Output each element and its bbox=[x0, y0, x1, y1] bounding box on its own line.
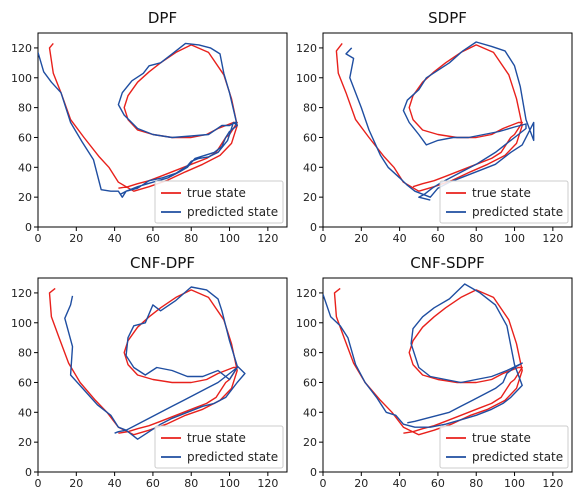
y-tick-label: 40 bbox=[303, 161, 317, 174]
series-line-true-state bbox=[333, 287, 523, 436]
y-tick-label: 0 bbox=[25, 221, 32, 234]
legend-label-predicted-state: predicted state bbox=[187, 205, 278, 219]
x-tick-label: 0 bbox=[35, 477, 42, 490]
legend-box bbox=[154, 425, 284, 469]
x-tick-label: 0 bbox=[320, 232, 327, 245]
legend-label-true-state: true state bbox=[187, 186, 246, 200]
x-tick-label: 120 bbox=[542, 232, 563, 245]
chart-title: CNF-SDPF bbox=[410, 254, 484, 272]
x-tick-label: 80 bbox=[469, 477, 483, 490]
y-tick-label: 20 bbox=[303, 436, 317, 449]
series-line-predicted-state bbox=[345, 41, 535, 201]
x-tick-label: 60 bbox=[431, 477, 445, 490]
x-tick-label: 40 bbox=[393, 477, 407, 490]
x-tick-label: 40 bbox=[108, 232, 122, 245]
x-tick-label: 0 bbox=[35, 232, 42, 245]
legend-label-true-state: true state bbox=[472, 431, 531, 445]
y-tick-label: 120 bbox=[11, 287, 32, 300]
y-tick-label: 80 bbox=[303, 347, 317, 360]
y-tick-label: 80 bbox=[18, 102, 32, 115]
y-tick-label: 0 bbox=[25, 466, 32, 479]
panel-cnf-sdpf: CNF-SDPF 0 20 40 60 80 100 120 0 20 40 60 80 100 120 tr… bbox=[296, 254, 573, 490]
y-tick-label: 60 bbox=[303, 376, 317, 389]
legend-box bbox=[439, 180, 569, 224]
panel-dpf: DPF 0 20 40 60 80 100 120 0 20 40 60 80 100 120 true st… bbox=[11, 9, 288, 245]
x-tick-label: 100 bbox=[504, 232, 525, 245]
plot-area bbox=[38, 42, 238, 198]
x-tick-label: 60 bbox=[431, 232, 445, 245]
x-tick-label: 100 bbox=[504, 477, 525, 490]
y-tick-label: 120 bbox=[296, 287, 317, 300]
panel-cnf-dpf: CNF-DPF 0 20 40 60 80 100 120 0 20 40 60 80 100 120 tru… bbox=[11, 254, 288, 490]
legend-label-predicted-state: predicted state bbox=[472, 450, 563, 464]
chart-title: CNF-DPF bbox=[130, 254, 195, 272]
y-tick-label: 60 bbox=[18, 376, 32, 389]
x-tick-label: 40 bbox=[393, 232, 407, 245]
x-tick-label: 20 bbox=[69, 232, 83, 245]
chart-title: DPF bbox=[148, 9, 177, 27]
y-tick-label: 100 bbox=[296, 317, 317, 330]
chart-title: SDPF bbox=[428, 9, 467, 27]
x-tick-label: 40 bbox=[108, 477, 122, 490]
x-tick-label: 120 bbox=[257, 232, 278, 245]
legend-box bbox=[439, 425, 569, 469]
y-tick-label: 40 bbox=[18, 161, 32, 174]
x-tick-label: 60 bbox=[146, 477, 160, 490]
y-tick-label: 40 bbox=[18, 406, 32, 419]
legend-label-true-state: true state bbox=[187, 431, 246, 445]
panel-sdpf: SDPF 0 20 40 60 80 100 120 0 20 40 60 80 100 120 true s… bbox=[296, 9, 573, 245]
x-tick-label: 20 bbox=[354, 477, 368, 490]
legend-label-predicted-state: predicted state bbox=[472, 205, 563, 219]
y-tick-label: 100 bbox=[11, 317, 32, 330]
plot-area bbox=[335, 41, 535, 201]
x-tick-label: 100 bbox=[219, 232, 240, 245]
x-tick-label: 120 bbox=[257, 477, 278, 490]
x-tick-label: 20 bbox=[354, 232, 368, 245]
y-tick-label: 120 bbox=[296, 42, 317, 55]
x-tick-label: 120 bbox=[542, 477, 563, 490]
legend-label-predicted-state: predicted state bbox=[187, 450, 278, 464]
y-tick-label: 40 bbox=[303, 406, 317, 419]
x-tick-label: 100 bbox=[219, 477, 240, 490]
y-tick-label: 20 bbox=[303, 191, 317, 204]
y-tick-label: 0 bbox=[310, 221, 317, 234]
y-tick-label: 20 bbox=[18, 191, 32, 204]
series-line-predicted-state bbox=[64, 286, 246, 440]
plot-area bbox=[48, 286, 246, 440]
y-tick-label: 80 bbox=[303, 102, 317, 115]
plot-area bbox=[323, 283, 523, 436]
legend-box bbox=[154, 180, 284, 224]
legend: true state predicted state bbox=[154, 180, 284, 224]
x-tick-label: 60 bbox=[146, 232, 160, 245]
x-tick-label: 80 bbox=[184, 232, 198, 245]
y-tick-label: 60 bbox=[18, 131, 32, 144]
y-tick-label: 100 bbox=[296, 72, 317, 85]
x-tick-label: 0 bbox=[320, 477, 327, 490]
legend: true state predicted state bbox=[439, 180, 569, 224]
series-line-predicted-state bbox=[38, 42, 238, 198]
y-tick-label: 80 bbox=[18, 347, 32, 360]
legend-label-true-state: true state bbox=[472, 186, 531, 200]
y-tick-label: 120 bbox=[11, 42, 32, 55]
x-tick-label: 80 bbox=[184, 477, 198, 490]
legend: true state predicted state bbox=[439, 425, 569, 469]
x-tick-label: 80 bbox=[469, 232, 483, 245]
y-tick-label: 20 bbox=[18, 436, 32, 449]
y-tick-label: 0 bbox=[310, 466, 317, 479]
series-line-predicted-state bbox=[323, 283, 523, 428]
y-tick-label: 60 bbox=[303, 131, 317, 144]
x-tick-label: 20 bbox=[69, 477, 83, 490]
y-tick-label: 100 bbox=[11, 72, 32, 85]
legend: true state predicted state bbox=[154, 425, 284, 469]
